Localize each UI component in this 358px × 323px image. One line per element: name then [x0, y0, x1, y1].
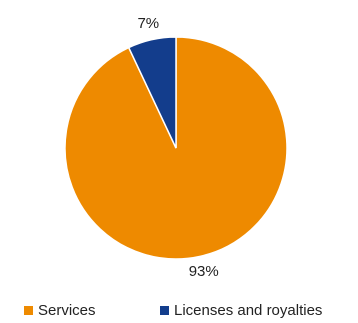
pie-chart: 93% 7% [64, 15, 288, 280]
legend-label-services: Services [38, 302, 96, 319]
legend-item-licenses-and-royalties: Licenses and royalties [160, 302, 322, 319]
data-label-services: 93% [189, 263, 219, 280]
legend-label-licenses-and-royalties: Licenses and royalties [174, 302, 323, 319]
legend-swatch-services [24, 306, 33, 315]
legend: Services Licenses and royalties [0, 302, 358, 323]
data-label-licenses-and-royalties: 7% [137, 15, 159, 32]
legend-item-services: Services [24, 302, 96, 319]
pie-data-labels: 93% 7% [137, 15, 218, 280]
legend-swatch-licenses-and-royalties [160, 306, 169, 315]
pie-slices [64, 36, 288, 260]
pie-slice-licenses-and-royalties [127, 36, 177, 149]
